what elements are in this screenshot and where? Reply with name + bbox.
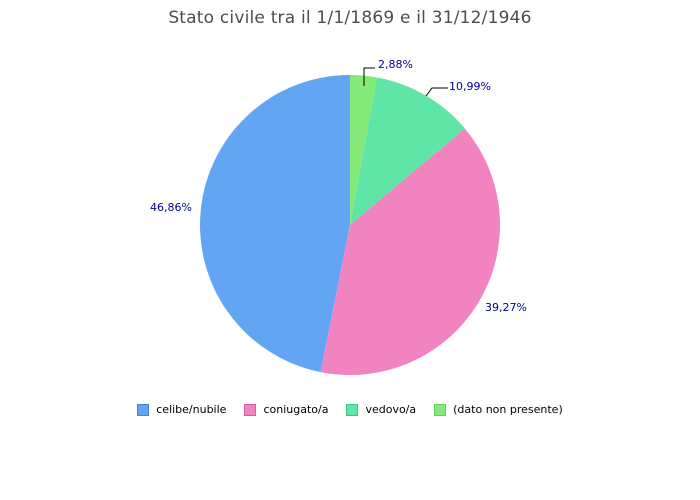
legend-item-vedovo: vedovo/a [346,403,416,416]
chart-title: Stato civile tra il 1/1/1869 e il 31/12/… [168,8,532,28]
legend-label-celibe-nubile: celibe/nubile [156,403,227,416]
legend-item-dato-non-presente: (dato non presente) [434,403,563,416]
slice-label-celibe-nubile: 46,86% [150,201,192,214]
pie-slice-vedovo-a [350,77,465,225]
legend-swatch-coniugato [244,403,257,416]
legend-label-coniugato: coniugato/a [263,403,329,416]
leader-line-dato-non-presente [363,67,375,86]
legend-item-celibe-nubile: celibe/nubile [137,403,226,416]
pie-slice-celibe-nubile [200,75,350,373]
legend-swatch-dato-non-presente [434,403,447,416]
legend-label-dato-non-presente: (dato non presente) [453,403,563,416]
slice-label-dato-non-presente: 2,88% [378,58,413,71]
leader-line-vedovo [425,87,448,97]
legend-item-coniugato: coniugato/a [244,403,328,416]
pie-slices [200,75,500,375]
slice-label-coniugato: 39,27% [485,301,527,314]
legend-swatch-celibe-nubile [137,403,150,416]
legend-label-vedovo: vedovo/a [365,403,417,416]
pie-slice-coniugato-a [320,128,500,375]
slice-label-vedovo: 10,99% [449,80,491,93]
legend: celibe/nubile coniugato/a vedovo/a (dato… [0,403,700,416]
pie-slice-dato-non-presente [350,75,377,225]
legend-swatch-vedovo [346,403,359,416]
